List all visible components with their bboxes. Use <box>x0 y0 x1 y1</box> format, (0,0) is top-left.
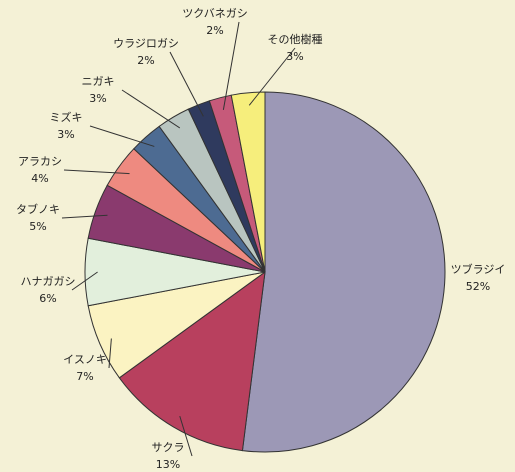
leader-line <box>71 271 98 291</box>
slice-label: ツクバネガシ <box>182 7 247 20</box>
slice-label: ニガキ <box>82 75 115 88</box>
slice-percent: 13% <box>156 458 180 471</box>
slice-percent: 2% <box>137 54 154 67</box>
leader-line <box>108 338 112 369</box>
slice-label: ツブラジイ <box>451 262 506 276</box>
leader-line <box>121 89 181 129</box>
leader-line <box>222 21 240 110</box>
slice-percent: 5% <box>29 220 46 233</box>
leader-line <box>89 125 155 147</box>
leader-line <box>63 169 130 175</box>
slice-label: タブノキ <box>16 202 60 216</box>
slice-label: サクラ <box>152 441 185 454</box>
slice-percent: 3% <box>286 50 303 63</box>
slice-percent: 7% <box>76 370 93 383</box>
slice-percent: 3% <box>57 128 74 141</box>
slice-label: ウラジロガシ <box>113 37 179 50</box>
slice-percent: 2% <box>206 24 223 37</box>
pie-slice <box>241 91 446 453</box>
leader-line <box>179 415 193 457</box>
leader-line <box>169 51 204 117</box>
slice-label: アラカシ <box>18 155 62 168</box>
leader-line <box>61 214 108 219</box>
leader-line <box>248 47 296 106</box>
pie-slice <box>118 270 266 452</box>
slice-percent: 52% <box>466 280 490 293</box>
slice-percent: 3% <box>89 92 106 105</box>
slice-label: その他樹種 <box>268 32 323 46</box>
slice-percent: 4% <box>31 172 48 185</box>
pie-slice <box>230 91 266 273</box>
slice-percent: 6% <box>39 292 56 305</box>
slice-label: ハナガガシ <box>21 275 76 288</box>
slice-label: イスノキ <box>63 353 107 366</box>
slice-label: ミズキ <box>50 110 83 124</box>
